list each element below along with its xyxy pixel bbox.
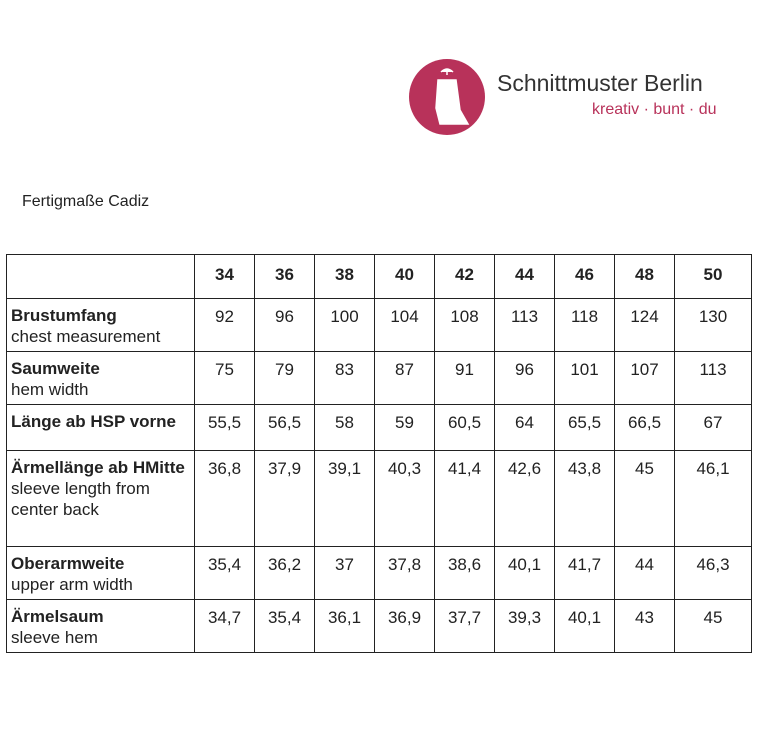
value-cell: 36,8 <box>194 450 255 547</box>
size-header: 40 <box>374 254 435 299</box>
value-cell: 39,1 <box>314 450 375 547</box>
value-cell: 40,1 <box>554 599 615 653</box>
size-header: 42 <box>434 254 495 299</box>
row-label-cell: Saumweite hem width <box>6 351 195 405</box>
row-label: Oberarmweite <box>11 554 125 573</box>
row-sublabel: sleeve hem <box>11 628 98 647</box>
header-row: 34 36 38 40 42 44 46 48 50 <box>6 254 752 299</box>
value-cell: 37,8 <box>374 546 435 600</box>
value-cell: 44 <box>614 546 675 600</box>
size-header: 46 <box>554 254 615 299</box>
value-cell: 55,5 <box>194 404 255 451</box>
value-cell: 40,1 <box>494 546 555 600</box>
value-cell: 124 <box>614 298 675 352</box>
value-cell: 66,5 <box>614 404 675 451</box>
value-cell: 64 <box>494 404 555 451</box>
value-cell: 113 <box>494 298 555 352</box>
size-header: 36 <box>254 254 315 299</box>
value-cell: 41,4 <box>434 450 495 547</box>
value-cell: 108 <box>434 298 495 352</box>
value-cell: 79 <box>254 351 315 405</box>
value-cell: 100 <box>314 298 375 352</box>
value-cell: 40,3 <box>374 450 435 547</box>
value-cell: 36,2 <box>254 546 315 600</box>
value-cell: 37,7 <box>434 599 495 653</box>
value-cell: 75 <box>194 351 255 405</box>
table-row: Oberarmweite upper arm width 35,4 36,2 37 37,… <box>6 546 752 600</box>
value-cell: 39,3 <box>494 599 555 653</box>
row-sublabel: upper arm width <box>11 575 133 594</box>
value-cell: 43 <box>614 599 675 653</box>
value-cell: 45 <box>614 450 675 547</box>
table-row: Ärmelsaum sleeve hem 34,7 35,4 36,1 36,9 37,7 3… <box>6 599 752 653</box>
value-cell: 35,4 <box>254 599 315 653</box>
row-label: Ärmelsaum <box>11 607 104 626</box>
value-cell: 87 <box>374 351 435 405</box>
brand: Schnittmuster Berlin <box>497 70 703 96</box>
value-cell: 60,5 <box>434 404 495 451</box>
value-cell: 45 <box>674 599 752 653</box>
tagline: kreativ · bunt · du <box>592 101 717 118</box>
row-label-cell: Ärmelsaum sleeve hem <box>6 599 195 653</box>
row-label: Ärmellänge ab HMitte <box>11 458 185 477</box>
value-cell: 118 <box>554 298 615 352</box>
table-row: Saumweite hem width 75 79 83 87 91 96 101 107 113 <box>6 351 752 405</box>
size-header: 34 <box>194 254 255 299</box>
row-label-cell: Länge ab HSP vorne <box>6 404 195 451</box>
size-table: 34 36 38 40 42 44 46 48 50 Brustumfang chest measu… <box>6 254 752 653</box>
value-cell: 35,4 <box>194 546 255 600</box>
table-row: Ärmellänge ab HMitte sleeve length from c… <box>6 450 752 547</box>
value-cell: 113 <box>674 351 752 405</box>
size-header: 44 <box>494 254 555 299</box>
value-cell: 91 <box>434 351 495 405</box>
logo-icon <box>409 59 485 135</box>
value-cell: 59 <box>374 404 435 451</box>
value-cell: 41,7 <box>554 546 615 600</box>
value-cell: 56,5 <box>254 404 315 451</box>
value-cell: 37 <box>314 546 375 600</box>
value-cell: 67 <box>674 404 752 451</box>
row-label-cell: Ärmellänge ab HMitte sleeve length from c… <box>6 450 195 547</box>
title: Fertigmaße Cadiz <box>22 193 150 210</box>
corner-cell <box>6 254 195 299</box>
value-cell: 34,7 <box>194 599 255 653</box>
value-cell: 42,6 <box>494 450 555 547</box>
value-cell: 101 <box>554 351 615 405</box>
value-cell: 96 <box>254 298 315 352</box>
size-header: 50 <box>674 254 752 299</box>
table-row: Brustumfang chest measurement 92 96 100 104 10… <box>6 298 752 352</box>
value-cell: 92 <box>194 298 255 352</box>
size-header: 48 <box>614 254 675 299</box>
row-label-cell: Oberarmweite upper arm width <box>6 546 195 600</box>
value-cell: 83 <box>314 351 375 405</box>
value-cell: 37,9 <box>254 450 315 547</box>
value-cell: 46,1 <box>674 450 752 547</box>
row-label-cell: Brustumfang chest measurement <box>6 298 195 352</box>
row-label: Brustumfang <box>11 306 117 325</box>
row-sublabel: sleeve length from center back <box>11 479 150 519</box>
row-sublabel: hem width <box>11 380 89 399</box>
value-cell: 65,5 <box>554 404 615 451</box>
value-cell: 96 <box>494 351 555 405</box>
value-cell: 46,3 <box>674 546 752 600</box>
value-cell: 104 <box>374 298 435 352</box>
value-cell: 58 <box>314 404 375 451</box>
row-label: Saumweite <box>11 359 100 378</box>
value-cell: 107 <box>614 351 675 405</box>
size-header: 38 <box>314 254 375 299</box>
table-row: Länge ab HSP vorne 55,5 56,5 58 59 60,5 64 65,5… <box>6 404 752 451</box>
value-cell: 38,6 <box>434 546 495 600</box>
row-label: Länge ab HSP vorne <box>11 412 177 431</box>
value-cell: 130 <box>674 298 752 352</box>
value-cell: 43,8 <box>554 450 615 547</box>
value-cell: 36,9 <box>374 599 435 653</box>
value-cell: 36,1 <box>314 599 375 653</box>
row-sublabel: chest measurement <box>11 327 161 346</box>
